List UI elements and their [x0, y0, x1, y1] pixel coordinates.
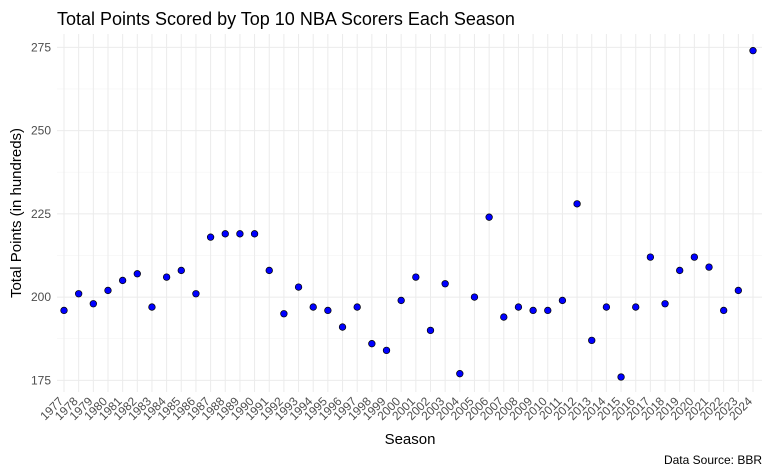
data-point [338, 323, 347, 331]
data-point [148, 303, 156, 311]
data-point [118, 276, 127, 285]
y-tick-label: 275 [31, 40, 51, 54]
data-point [632, 303, 640, 311]
data-point [236, 230, 244, 238]
data-point [280, 310, 288, 318]
chart-title: Total Points Scored by Top 10 NBA Scorer… [57, 9, 515, 29]
data-point [133, 270, 141, 278]
data-point [397, 296, 405, 305]
data-point [544, 306, 552, 315]
data-point [676, 266, 684, 275]
data-point [456, 370, 464, 378]
data-point [368, 340, 376, 348]
y-tick-label: 200 [31, 290, 51, 304]
data-point [485, 213, 493, 221]
data-point [441, 280, 449, 288]
y-tick-label: 225 [31, 207, 51, 221]
caption: Data Source: BBR [664, 453, 762, 467]
y-axis-ticks: 175 200 225 250 275 [31, 40, 51, 387]
data-point [588, 336, 596, 345]
data-point [617, 373, 625, 381]
data-point [514, 303, 523, 311]
data-point [690, 253, 699, 261]
data-point [661, 300, 669, 308]
data-point [265, 266, 273, 275]
data-point [558, 296, 567, 305]
data-points [60, 47, 757, 381]
data-point [206, 233, 215, 241]
data-point [353, 303, 361, 311]
data-point [412, 273, 420, 281]
y-tick-label: 250 [31, 124, 51, 138]
data-point [720, 306, 728, 315]
data-point [221, 230, 229, 238]
data-point [89, 300, 97, 308]
data-point [382, 346, 391, 355]
data-point [104, 286, 112, 295]
data-point [646, 253, 655, 261]
data-point [177, 266, 185, 275]
y-axis-title: Total Points (in hundreds) [8, 128, 25, 298]
data-point [309, 303, 317, 311]
data-point [500, 313, 508, 321]
data-point [294, 283, 303, 291]
data-point [192, 290, 200, 298]
grid [57, 34, 762, 392]
data-point [734, 286, 742, 295]
x-axis-title: Season [385, 431, 436, 448]
data-point [470, 293, 479, 301]
data-point [529, 306, 537, 315]
data-point [75, 290, 83, 298]
data-point [250, 230, 259, 238]
data-point [749, 47, 757, 55]
data-point [162, 273, 171, 281]
x-axis-ticks: 1977197819791980198119821983198419851986… [37, 394, 755, 423]
data-point [602, 303, 611, 311]
data-point [705, 263, 713, 271]
y-tick-label: 175 [31, 373, 51, 387]
data-point [426, 326, 435, 335]
data-point [60, 306, 68, 315]
data-point [324, 306, 332, 315]
data-point [573, 200, 581, 208]
